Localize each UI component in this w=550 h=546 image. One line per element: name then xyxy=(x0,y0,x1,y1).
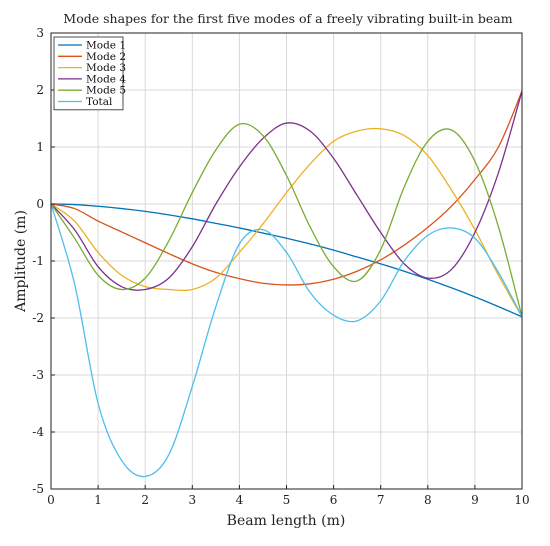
chart-title: Mode shapes for the first five modes of … xyxy=(63,11,512,26)
y-tick-label: 1 xyxy=(36,140,44,154)
y-tick-label: 3 xyxy=(36,26,44,40)
series-line-mode-5 xyxy=(50,123,523,318)
legend-label-mode-4: Mode 4 xyxy=(86,73,126,85)
x-tick-label: 5 xyxy=(283,493,291,507)
y-tick-label: -1 xyxy=(32,254,44,268)
x-tick-label: 3 xyxy=(188,493,196,507)
series-line-mode-1 xyxy=(50,203,523,318)
legend-label-mode-2: Mode 2 xyxy=(86,51,126,63)
x-tick-label: 8 xyxy=(424,493,432,507)
series-lines xyxy=(50,90,523,478)
legend-label-mode-3: Mode 3 xyxy=(86,62,126,74)
legend-label-mode-1: Mode 1 xyxy=(86,40,126,52)
x-tick-label: 2 xyxy=(141,493,149,507)
y-tick-label: -2 xyxy=(32,311,44,325)
x-tick-label: 9 xyxy=(471,493,479,507)
y-tick-label: -5 xyxy=(32,482,44,496)
x-tick-label: 7 xyxy=(377,493,385,507)
x-tick-label: 10 xyxy=(514,493,529,507)
x-tick-label: 0 xyxy=(47,493,55,507)
x-tick-label: 6 xyxy=(330,493,338,507)
series-line-total xyxy=(50,203,523,478)
tick-labels: 0 1 2 3 4 5 6 7 8 9 10 -5 -4 -3 -2 -1 0 1 2 3 xyxy=(32,26,529,507)
y-tick-label: -3 xyxy=(32,368,44,382)
y-tick-label: 2 xyxy=(36,83,44,97)
series-line-mode-3 xyxy=(50,127,523,318)
legend-box xyxy=(53,36,124,111)
series-line-mode-4 xyxy=(50,90,523,291)
y-tick-label: 0 xyxy=(36,197,44,211)
y-axis-label: Amplitude (m) xyxy=(13,210,29,313)
x-tick-label: 1 xyxy=(94,493,102,507)
series-line-mode-2 xyxy=(50,90,523,286)
x-tick-label: 4 xyxy=(236,493,244,507)
legend-label-mode-5: Mode 5 xyxy=(86,85,126,97)
x-axis-label: Beam length (m) xyxy=(227,513,346,529)
legend-label-total: Total xyxy=(86,96,113,108)
y-tick-label: -4 xyxy=(32,425,44,439)
